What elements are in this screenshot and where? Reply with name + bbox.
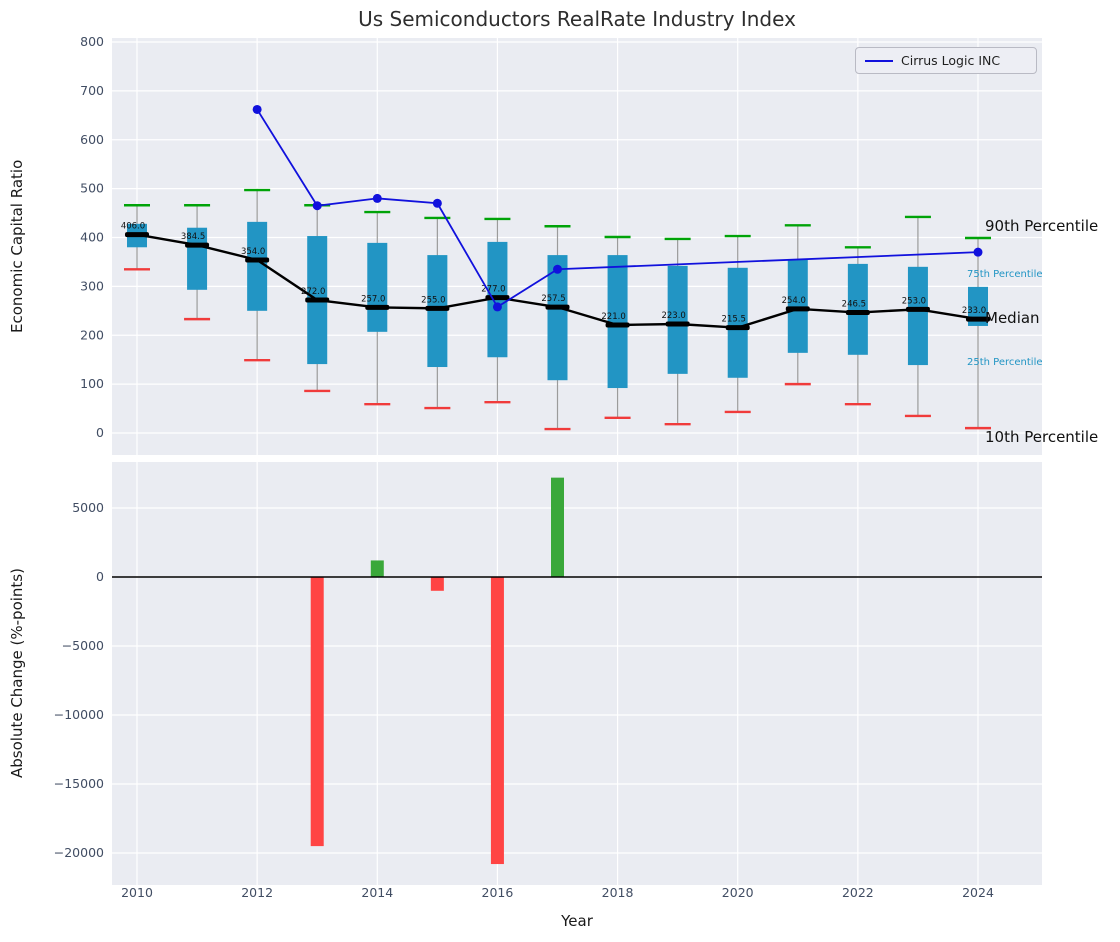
median-value-label-2011: 384.5 [181,232,205,242]
median-marker-2018 [605,322,630,328]
bottom-y-tick-label: −15000 [54,776,104,791]
median-value-label-2024: 233.0 [962,306,986,316]
x-tick-label: 2010 [121,885,153,900]
annotation-10th-percentile: 10th Percentile [985,427,1099,446]
top-y-tick-label: 500 [80,181,104,196]
median-marker-2016 [485,295,510,301]
change-bar-2013 [310,577,324,847]
median-value-label-2021: 254.0 [782,296,806,306]
x-axis-label: Year [561,912,593,930]
median-marker-2013 [305,297,330,303]
x-tick-label: 2020 [722,885,754,900]
series-point-2014 [372,193,382,203]
median-marker-2024 [966,316,990,322]
x-tick-label: 2016 [482,885,514,900]
x-tick-label: 2022 [842,885,874,900]
legend-line-sample [865,59,893,62]
iqr-box-2012 [247,221,268,311]
bottom-y-tick-label: −10000 [54,707,104,722]
iqr-box-2015 [427,255,448,368]
median-marker-2015 [425,305,450,311]
median-value-label-2014: 257.0 [361,294,385,304]
median-marker-2019 [665,321,690,327]
bottom-y-tick-label: −20000 [54,845,104,860]
annotation-75th-percentile: 75th Percentile [967,269,1043,281]
median-value-label-2010: 406.0 [121,222,145,232]
bottom-y-tick-label: 0 [96,569,104,584]
x-tick-label: 2024 [962,885,994,900]
top-y-tick-label: 400 [80,230,104,245]
series-point-2013 [312,201,322,211]
series-point-2024 [973,247,983,257]
chart-title: Us Semiconductors RealRate Industry Inde… [358,7,796,31]
x-tick-label: 2012 [241,885,273,900]
median-marker-2012 [245,257,270,263]
median-marker-2011 [185,242,210,248]
series-point-2017 [553,264,562,274]
median-value-label-2015: 255.0 [421,295,445,305]
top-y-tick-label: 200 [80,327,104,342]
x-tick-label: 2018 [602,885,634,900]
change-bar-2017 [551,477,564,577]
iqr-box-2017 [547,255,568,381]
median-marker-2023 [905,306,930,312]
bottom-y-axis-label: Absolute Change (%-points) [8,568,26,779]
top-y-tick-label: 300 [80,278,104,293]
top-y-tick-label: 0 [96,425,104,440]
annotation-90th-percentile: 90th Percentile [985,217,1099,236]
top-y-tick-label: 100 [80,376,104,391]
median-value-label-2016: 277.0 [481,285,505,295]
median-value-label-2022: 246.5 [842,300,866,310]
median-value-label-2012: 354.0 [241,247,265,257]
top-y-tick-label: 800 [80,34,104,49]
legend-series-label: Cirrus Logic INC [901,53,1001,68]
iqr-box-2023 [907,266,928,366]
median-marker-2010 [125,232,149,238]
series-point-2015 [432,198,442,208]
median-marker-2014 [365,304,390,310]
change-bar-2016 [490,577,504,865]
iqr-box-2014 [367,242,388,332]
legend: Cirrus Logic INC [855,47,1037,74]
annotation-25th-percentile: 25th Percentile [967,357,1043,369]
top-y-tick-label: 600 [80,132,104,147]
x-tick-label: 2014 [361,885,393,900]
median-value-label-2020: 215.5 [722,315,746,325]
median-marker-2022 [845,310,870,316]
series-point-2012 [252,104,262,114]
iqr-box-2020 [727,267,748,378]
iqr-box-2018 [607,255,628,389]
iqr-box-2022 [847,263,868,355]
iqr-box-2019 [667,265,688,374]
change-bar-2015 [430,577,444,591]
iqr-box-2024 [968,286,988,326]
series-point-2016 [492,302,502,312]
median-value-label-2023: 253.0 [902,296,926,306]
annotation-median: Median [985,309,1040,328]
change-bar-2014 [370,560,384,577]
top-y-axis-label: Economic Capital Ratio [8,159,26,334]
median-value-label-2017: 257.5 [541,294,565,304]
median-marker-2020 [725,325,750,331]
bottom-y-tick-label: −5000 [62,638,104,653]
top-y-tick-label: 700 [80,83,104,98]
bottom-panel-bg [112,462,1042,885]
median-value-label-2018: 221.0 [601,312,625,322]
median-value-label-2019: 223.0 [661,311,685,321]
median-marker-2021 [785,306,810,312]
bottom-y-tick-label: 5000 [72,500,104,515]
median-value-label-2013: 272.0 [301,287,325,297]
median-marker-2017 [545,304,570,310]
